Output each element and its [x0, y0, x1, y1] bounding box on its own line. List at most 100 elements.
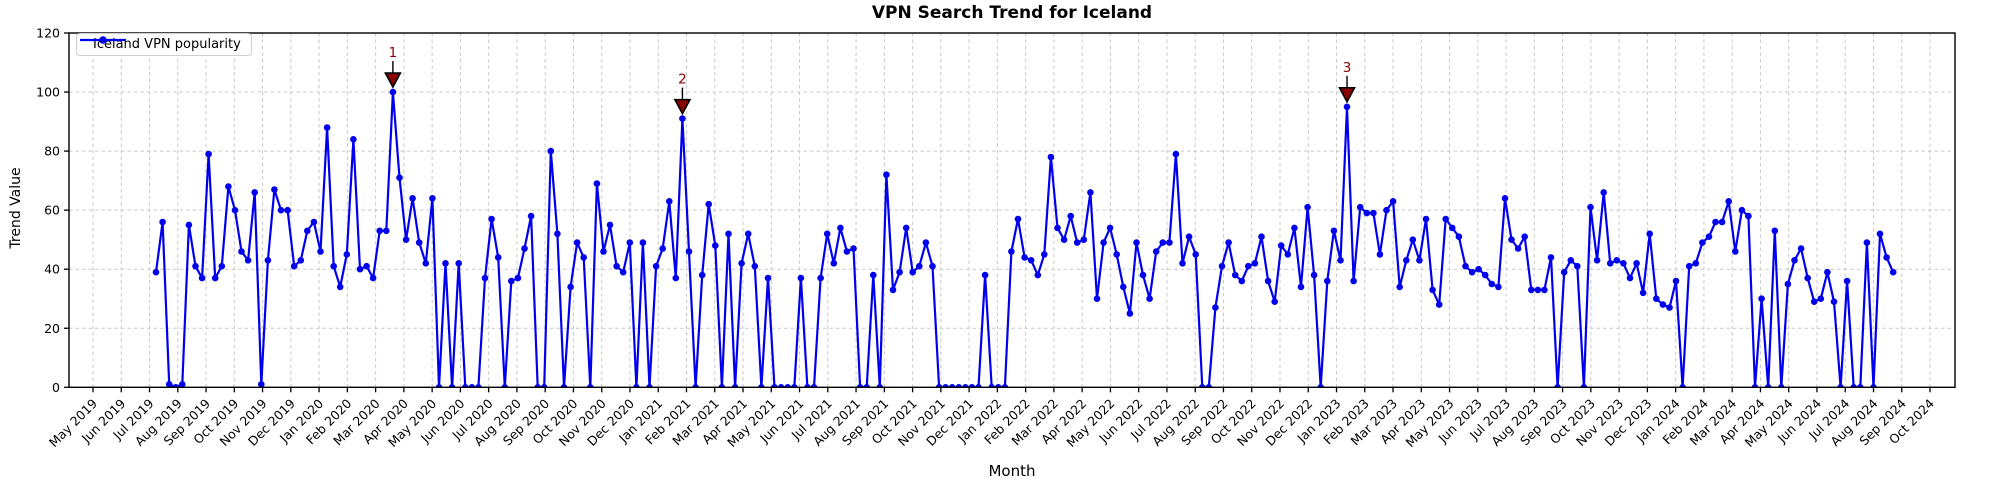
data-point [1732, 248, 1739, 255]
data-point [1218, 262, 1226, 270]
data-point [1481, 271, 1489, 279]
data-point [1712, 218, 1719, 226]
data-point [1238, 277, 1246, 285]
data-point [435, 384, 443, 388]
data-point [172, 384, 179, 388]
data-point [1409, 236, 1417, 243]
annotation-number: 1 [389, 45, 398, 61]
data-point [1528, 286, 1535, 294]
data-point [751, 262, 759, 270]
data-point [1396, 283, 1403, 291]
data-point [1778, 384, 1785, 388]
data-point [804, 384, 811, 388]
data-point [488, 215, 495, 223]
data-point [685, 248, 693, 255]
data-point [494, 254, 502, 261]
data-point [876, 384, 884, 388]
data-point [1541, 286, 1548, 294]
data-point [1376, 251, 1384, 258]
data-point [1883, 254, 1890, 261]
data-point [1152, 248, 1160, 255]
data-point [1192, 251, 1199, 258]
data-point [396, 174, 403, 181]
data-point [1034, 271, 1042, 279]
data-point [1277, 242, 1285, 249]
y-tick-label: 60 [44, 203, 60, 218]
data-point [376, 227, 384, 235]
data-point [626, 239, 634, 246]
data-point [823, 230, 831, 238]
data-point [968, 384, 976, 388]
data-point [889, 286, 897, 294]
data-point [1646, 230, 1653, 238]
data-point [791, 384, 798, 388]
data-point [613, 262, 620, 270]
data-point [1317, 384, 1324, 388]
data-point [1580, 384, 1588, 388]
data-point [587, 384, 594, 388]
data-point [1797, 245, 1805, 252]
data-point [1764, 384, 1772, 388]
data-point [738, 260, 745, 267]
data-point [639, 239, 647, 246]
data-point [1659, 301, 1667, 308]
data-point [1521, 233, 1528, 240]
x-axis-label: Month [988, 462, 1036, 480]
data-point [1876, 230, 1884, 238]
data-point [152, 268, 160, 276]
legend: Iceland VPN popularity [76, 33, 252, 56]
data-point [185, 221, 193, 229]
data-point [1093, 295, 1101, 303]
data-point [948, 384, 956, 388]
data-point [633, 384, 640, 388]
annotation-3: 3 [1338, 60, 1356, 104]
data-point [1889, 268, 1897, 276]
data-point [1054, 224, 1061, 232]
data-point [1304, 203, 1311, 211]
data-point [284, 206, 291, 214]
data-point [1310, 271, 1318, 279]
data-point [573, 239, 581, 246]
data-point [600, 248, 607, 255]
data-point [705, 200, 712, 208]
data-point [205, 150, 212, 158]
data-point [975, 384, 982, 388]
annotation-1: 1 [384, 45, 402, 89]
data-point [271, 186, 278, 193]
data-point [652, 262, 660, 270]
y-tick-label: 120 [36, 26, 60, 41]
data-point [1449, 224, 1456, 232]
data-point [442, 260, 449, 267]
data-point [758, 384, 765, 388]
data-point [238, 248, 245, 255]
data-point [1824, 268, 1831, 276]
data-point [1350, 277, 1357, 285]
data-point [646, 384, 653, 388]
data-point [962, 384, 969, 388]
chart-title: VPN Search Trend for Iceland [871, 3, 1153, 23]
data-point [672, 274, 680, 282]
y-axis-label: Trend Value [8, 167, 24, 249]
data-point [350, 136, 357, 143]
data-point [1593, 257, 1601, 264]
data-point [1468, 268, 1476, 276]
data-point [310, 218, 318, 226]
data-point [1245, 262, 1252, 270]
data-point [1422, 215, 1430, 223]
data-point [554, 230, 561, 238]
data-point [1455, 233, 1463, 240]
legend-line-marker-icon [80, 36, 126, 44]
data-point [1324, 277, 1331, 285]
data-point [1021, 254, 1028, 261]
data-point [1343, 103, 1351, 111]
data-point [540, 384, 548, 388]
annotation-2: 2 [673, 72, 692, 116]
data-point [225, 183, 232, 190]
data-point [698, 271, 706, 279]
data-point [1014, 215, 1022, 223]
y-tick-label: 20 [44, 321, 60, 336]
data-point [244, 257, 252, 264]
data-point [883, 171, 890, 178]
data-point [1554, 384, 1561, 388]
data-point [1429, 286, 1436, 294]
